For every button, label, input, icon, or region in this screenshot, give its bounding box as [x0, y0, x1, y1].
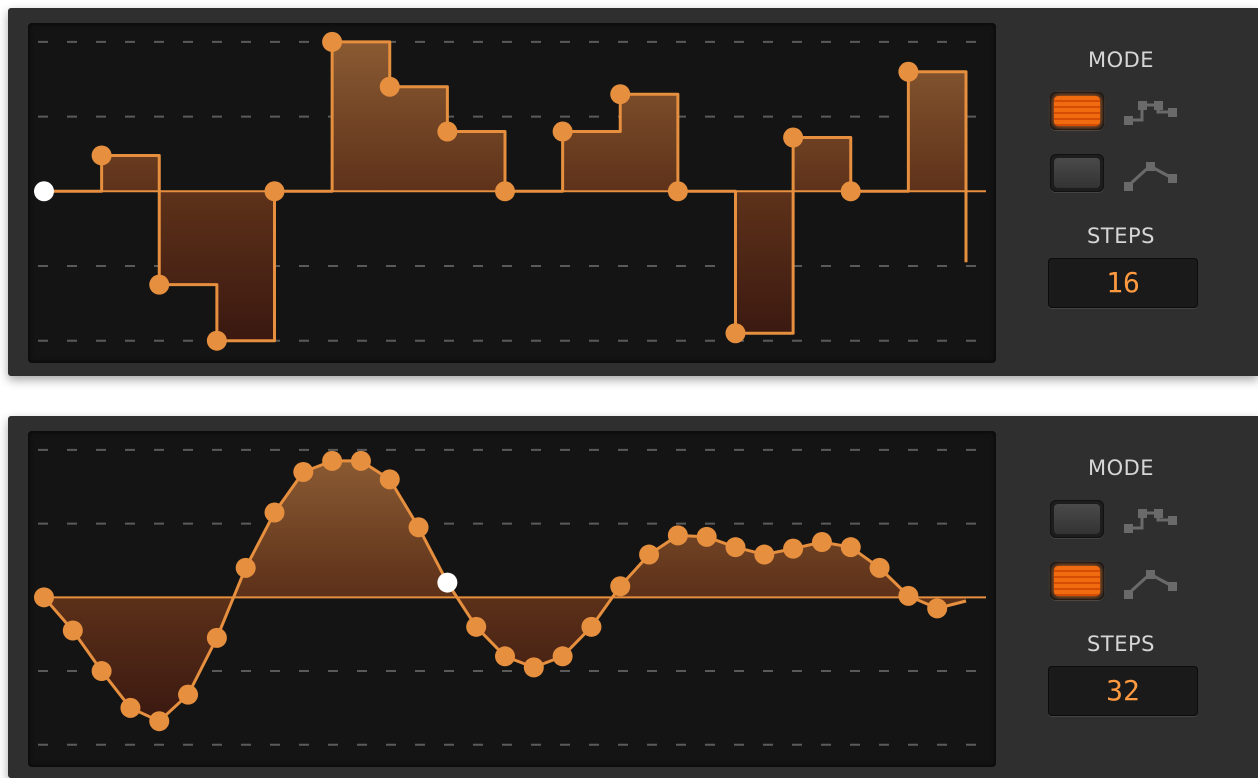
step-point[interactable] [811, 532, 832, 553]
smooth-mode-icon [1124, 570, 1177, 599]
step-point[interactable] [178, 684, 199, 705]
step-point[interactable] [91, 145, 112, 166]
step-point[interactable] [610, 576, 631, 597]
playhead-point[interactable] [437, 572, 458, 593]
sequencer-graph[interactable] [28, 23, 996, 363]
step-mode-icon [1124, 101, 1177, 125]
mode-label: MODE [1087, 48, 1155, 72]
step-point[interactable] [34, 587, 54, 608]
step-point[interactable] [725, 323, 746, 344]
step-point[interactable] [264, 181, 285, 202]
step-point[interactable] [639, 544, 660, 565]
controls-sidebar: MODE STEPS 32 [1008, 416, 1258, 778]
step-point[interactable] [149, 274, 170, 295]
step-point[interactable] [869, 557, 890, 578]
step-point[interactable] [754, 544, 775, 565]
step-mode-button[interactable] [1050, 500, 1104, 538]
step-point[interactable] [120, 697, 141, 718]
step-point[interactable] [927, 598, 948, 619]
smooth-mode-icon [1124, 162, 1177, 191]
step-point[interactable] [437, 121, 458, 142]
smooth-mode-button[interactable] [1050, 562, 1104, 600]
step-point[interactable] [667, 525, 688, 546]
step-point[interactable] [552, 646, 573, 667]
step-point[interactable] [696, 526, 717, 547]
step-point[interactable] [350, 450, 371, 471]
step-point[interactable] [264, 502, 285, 523]
area-fill [44, 460, 966, 722]
step-point[interactable] [379, 76, 400, 97]
sequencer-display[interactable] [28, 23, 996, 363]
step-point[interactable] [667, 181, 688, 202]
step-point[interactable] [523, 657, 544, 678]
step-sequencer-panel: MODE STEPS 16 [8, 8, 1258, 376]
sequencer-graph[interactable] [28, 431, 996, 767]
mode-label: MODE [1087, 456, 1155, 480]
step-point[interactable] [466, 616, 487, 637]
step-point[interactable] [495, 181, 515, 202]
smooth-sequencer-panel: MODE STEPS 32 [8, 416, 1258, 778]
step-point[interactable] [379, 469, 400, 490]
step-point[interactable] [783, 538, 804, 559]
step-point[interactable] [62, 620, 83, 641]
step-point[interactable] [149, 711, 170, 732]
playhead-point[interactable] [34, 181, 54, 202]
steps-value-field[interactable]: 16 [1048, 258, 1198, 308]
smooth-mode-button[interactable] [1050, 154, 1104, 192]
step-mode-icon [1124, 509, 1177, 533]
steps-label: STEPS [1087, 632, 1155, 656]
step-point[interactable] [91, 661, 112, 682]
step-point[interactable] [840, 537, 861, 558]
step-point[interactable] [206, 330, 227, 351]
step-point[interactable] [235, 557, 256, 578]
steps-value-field[interactable]: 32 [1048, 666, 1198, 716]
step-point[interactable] [322, 450, 343, 471]
step-point[interactable] [495, 646, 515, 667]
step-point[interactable] [322, 31, 343, 52]
step-point[interactable] [898, 585, 919, 606]
step-mode-button[interactable] [1050, 92, 1104, 130]
step-point[interactable] [840, 181, 861, 202]
step-point[interactable] [725, 537, 746, 558]
steps-label: STEPS [1087, 224, 1155, 248]
step-point[interactable] [610, 84, 631, 105]
step-point[interactable] [783, 127, 804, 148]
step-point[interactable] [552, 121, 573, 142]
step-point[interactable] [581, 616, 602, 637]
step-point[interactable] [206, 627, 227, 648]
step-point[interactable] [293, 461, 314, 482]
sequencer-display[interactable] [28, 431, 996, 767]
step-point[interactable] [408, 517, 429, 538]
controls-sidebar: MODE STEPS 16 [1008, 8, 1258, 376]
step-point[interactable] [898, 61, 919, 82]
